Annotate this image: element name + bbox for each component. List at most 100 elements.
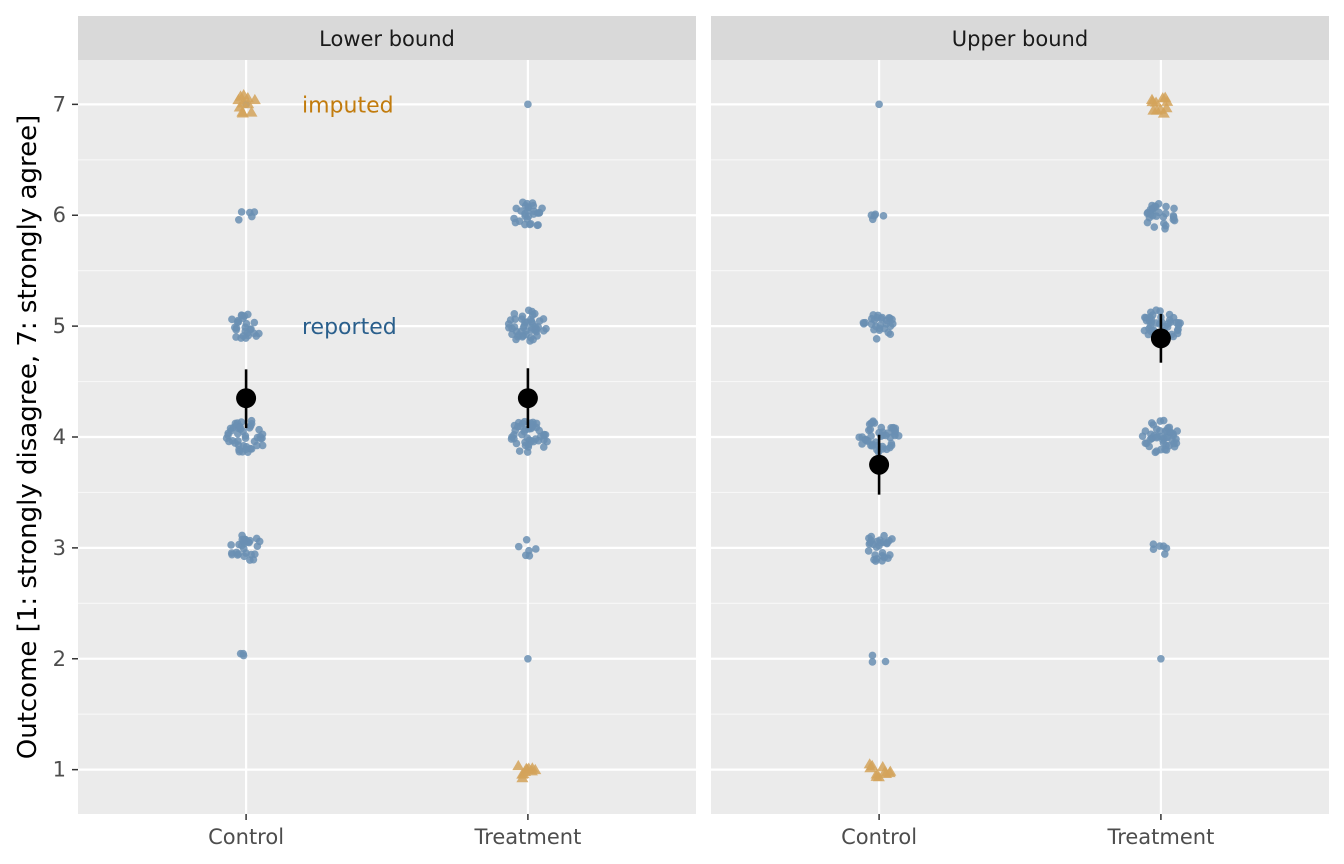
reported-point [1162,446,1171,454]
reported-point [239,649,248,658]
reported-point [228,315,236,324]
reported-point [1169,212,1178,220]
reported-point [1173,326,1182,335]
reported-point [1159,542,1168,550]
y-axis-title: Outcome [1: strongly disagree, 7: strong… [13,115,43,760]
reported-point [883,538,891,547]
reported-point [523,434,532,442]
reported-point [870,325,878,334]
reported-point [539,315,548,323]
reported-point [536,432,545,441]
reported-point [872,335,881,343]
imputed-point [525,765,538,776]
reported-point [1146,435,1155,444]
y-tick-label: 4 [53,425,66,449]
imputed-point [245,106,258,117]
y-tick-label: 1 [53,758,66,782]
imputed-point [248,93,261,105]
reported-point [506,316,515,324]
reported-point [885,313,893,322]
reported-point [521,441,530,450]
x-tick-label: Treatment [1106,825,1214,849]
reported-point [535,208,544,217]
reported-point [533,221,542,230]
reported-point [1152,212,1161,220]
mean-point [517,388,538,409]
reported-point [253,542,262,551]
y-tick-label: 3 [53,536,66,560]
reported-point [241,434,250,443]
reported-point [878,313,886,322]
reported-point [518,312,527,321]
reported-point [539,443,548,451]
reported-point [526,337,534,345]
x-tick-label: Control [208,825,284,849]
reported-point [1145,313,1154,322]
reported-point [510,431,518,439]
reported-point [875,100,883,109]
reported-point [1159,439,1168,447]
reported-point [239,537,248,545]
reported-point [258,430,267,439]
reported-point [241,327,250,336]
reported-point [248,212,256,221]
reported-point [859,320,868,328]
panel-lower-bound: Lower bound Control Treatment [78,16,696,849]
reported-point [234,441,243,450]
reported-point [242,549,250,557]
strip-label: Upper bound [952,27,1088,51]
strip-label: Lower bound [319,27,455,51]
reported-point [237,208,246,216]
y-tick-label: 5 [53,314,66,338]
reported-point [872,555,881,563]
reported-point [1160,219,1168,228]
reported-point [535,426,544,435]
reported-point [525,551,534,560]
reported-point [234,216,243,224]
reported-point [524,100,532,109]
reported-point [247,416,256,425]
reported-point [1152,447,1161,456]
reported-point [886,322,895,331]
imputed-point [236,106,249,117]
x-tick-label: Treatment [473,825,581,849]
reported-point [1161,550,1169,558]
reported-point [532,325,541,334]
reported-point [234,318,243,326]
reported-point [518,198,527,207]
reported-point [526,220,535,228]
reported-point [508,324,516,333]
imputed-point [1145,93,1158,105]
reported-point [884,328,893,337]
y-tick-label: 2 [53,647,66,671]
reported-point [1170,204,1178,213]
reported-point [523,448,532,456]
reported-point [878,445,887,453]
reported-point [528,199,537,207]
reported-point [886,551,894,559]
reported-point [232,326,240,334]
reported-point [1145,442,1153,451]
strip-background [78,16,696,60]
reported-point [855,433,863,442]
reported-point [510,214,518,223]
annotation-reported: reported [302,315,397,340]
reported-point [234,550,243,558]
reported-point [521,210,529,218]
reported-point [1152,306,1160,314]
reported-point [867,441,875,450]
mean-point [236,388,257,409]
reported-point [891,427,900,436]
imputed-point [236,97,249,108]
reported-point [228,550,236,559]
imputed-point [870,770,883,781]
imputed-point [883,766,896,778]
reported-point [514,542,523,551]
reported-point [532,545,540,553]
reported-point [1165,316,1174,324]
strip-background [711,16,1329,60]
reported-point [878,551,887,560]
reported-point [1144,330,1153,339]
reported-point [515,447,524,455]
reported-point [258,441,267,450]
